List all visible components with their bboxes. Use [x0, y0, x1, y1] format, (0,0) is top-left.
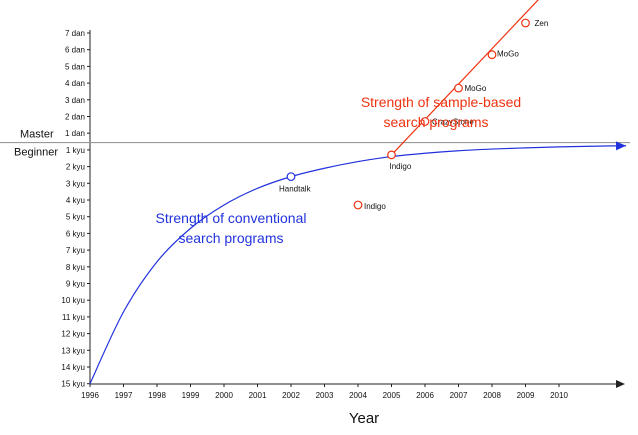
- y-tick-label: 5 kyu: [66, 213, 85, 222]
- x-tick-label: 2008: [483, 391, 501, 400]
- x-tick-label: 2004: [349, 391, 367, 400]
- master-label: Master: [20, 129, 54, 141]
- data-point-label: CrazyStone: [432, 118, 474, 127]
- x-tick-label: 2002: [282, 391, 300, 400]
- y-tick-label: 4 kyu: [66, 196, 85, 205]
- y-tick-label: 10 kyu: [61, 296, 85, 305]
- sample_based-series-line: [391, 0, 539, 156]
- y-tick-label: 13 kyu: [61, 346, 85, 355]
- y-tick-label: 3 kyu: [66, 179, 85, 188]
- y-tick-label: 1 kyu: [66, 146, 85, 155]
- annotations: Strength of conventional search programs S…: [156, 94, 522, 246]
- data-point-label: Indigo: [390, 162, 412, 171]
- data-point-label: Handtalk: [279, 185, 312, 194]
- x-tick-label: 1998: [148, 391, 166, 400]
- x-axis-title: Year: [349, 410, 379, 427]
- y-tick-label: 7 dan: [65, 29, 85, 38]
- conventional-arrow-icon: [615, 141, 626, 151]
- y-tick-label: 15 kyu: [61, 380, 85, 389]
- data-point: [487, 50, 497, 60]
- y-tick-label: 5 dan: [65, 62, 85, 71]
- data-point: [286, 172, 296, 182]
- y-tick-label: 6 kyu: [66, 229, 85, 238]
- conventional-series-line: [89, 145, 627, 384]
- sample-based-annotation-line1: Strength of sample-based: [361, 94, 521, 110]
- x-axis-arrow-icon: [616, 380, 625, 388]
- conventional-annotation-line2: search programs: [178, 230, 283, 246]
- series-layer: Handtalk Indigo Indigo CrazyStone MoGo MoGo Ze…: [89, 0, 627, 384]
- x-tick-label: 2003: [316, 391, 334, 400]
- y-tick-label: 12 kyu: [61, 330, 85, 339]
- master-beginner-divider: Master Beginner: [0, 129, 630, 159]
- y-tick-label: 4 dan: [65, 79, 85, 88]
- x-tick-label: 2000: [215, 391, 233, 400]
- x-axis: 1996 1997 1998 1999 2000 2001 2002 2003 2004 2005…: [81, 380, 625, 427]
- y-tick-label: 2 dan: [65, 113, 85, 122]
- x-tick-label: 1999: [182, 391, 200, 400]
- data-point: [454, 83, 463, 93]
- beginner-label: Beginner: [14, 147, 58, 159]
- y-tick-label: 2 kyu: [66, 163, 85, 172]
- x-tick-label: 2010: [550, 391, 568, 400]
- data-point-label: MoGo: [497, 50, 519, 59]
- y-axis: 7 dan 6 dan 5 dan 4 dan 3 dan 2 dan 1 dan 1 kyu…: [61, 29, 91, 389]
- data-point-label: Indigo: [364, 202, 386, 211]
- x-tick-label: 2005: [383, 391, 401, 400]
- y-tick-label: 6 dan: [65, 46, 85, 55]
- y-tick-label: 7 kyu: [66, 246, 85, 255]
- data-point: [353, 200, 363, 210]
- y-tick-label: 3 dan: [65, 96, 85, 105]
- x-tick-label: 1997: [115, 391, 133, 400]
- y-tick-label: 1 dan: [65, 129, 85, 138]
- data-point: [521, 18, 530, 28]
- x-tick-label: 2006: [416, 391, 434, 400]
- y-tick-label: 9 kyu: [66, 280, 85, 289]
- x-tick-label: 2007: [450, 391, 468, 400]
- y-tick-label: 14 kyu: [61, 363, 85, 372]
- y-tick-label: 11 kyu: [62, 313, 85, 322]
- data-point-label: Zen: [535, 19, 549, 28]
- y-tick-label: 8 kyu: [66, 263, 85, 272]
- data-point-label: MoGo: [465, 84, 487, 93]
- x-tick-label: 2001: [249, 391, 267, 400]
- x-tick-label: 2009: [517, 391, 535, 400]
- sample-based-annotation-line2: search programs: [383, 114, 488, 130]
- x-tick-label: 1996: [81, 391, 99, 400]
- data-point: [387, 150, 396, 160]
- conventional-annotation-line1: Strength of conventional: [156, 210, 307, 226]
- data-point: [420, 117, 430, 126]
